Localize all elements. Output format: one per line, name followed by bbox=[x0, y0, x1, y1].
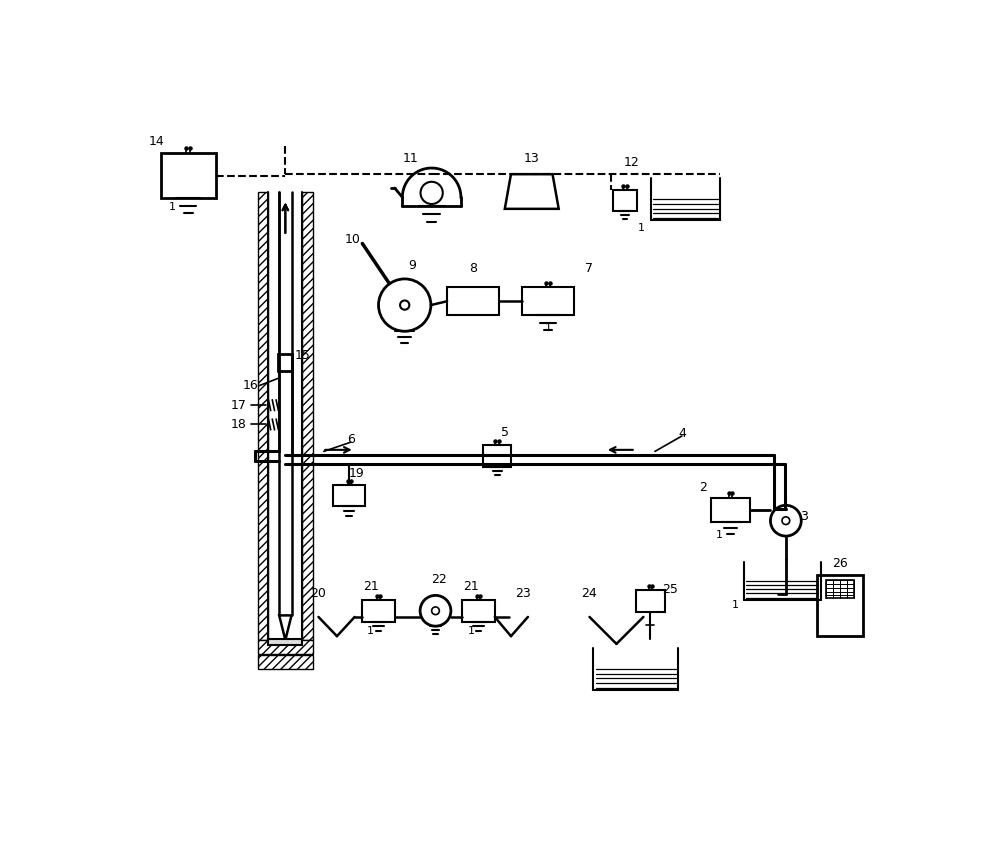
Bar bbox=[258, 192, 268, 640]
Text: 26: 26 bbox=[832, 557, 848, 569]
Text: 1: 1 bbox=[467, 626, 474, 636]
Text: 4: 4 bbox=[678, 427, 686, 440]
Text: 10: 10 bbox=[344, 233, 360, 246]
Text: 18: 18 bbox=[231, 418, 247, 431]
Text: 12: 12 bbox=[624, 156, 640, 169]
Bar bbox=[302, 192, 313, 640]
Bar bbox=[278, 354, 292, 370]
Bar bbox=[817, 574, 863, 637]
Text: 20: 20 bbox=[311, 588, 326, 600]
Text: 23: 23 bbox=[515, 588, 530, 600]
Bar bbox=[711, 498, 750, 522]
Text: 15: 15 bbox=[294, 349, 310, 362]
Polygon shape bbox=[505, 174, 559, 209]
Bar bbox=[826, 580, 854, 599]
Text: 14: 14 bbox=[149, 135, 165, 147]
Bar bbox=[447, 287, 499, 315]
Text: 7: 7 bbox=[586, 263, 594, 275]
Circle shape bbox=[782, 517, 790, 525]
Text: 13: 13 bbox=[524, 152, 540, 165]
Text: 1: 1 bbox=[367, 626, 374, 636]
Text: 21: 21 bbox=[463, 579, 479, 593]
Text: 22: 22 bbox=[431, 573, 447, 587]
Polygon shape bbox=[279, 616, 292, 640]
Text: 11: 11 bbox=[402, 152, 418, 165]
Text: 25: 25 bbox=[662, 584, 678, 596]
Text: 1: 1 bbox=[715, 530, 722, 540]
Bar bbox=[258, 640, 313, 654]
Text: 6: 6 bbox=[347, 434, 355, 446]
Text: 8: 8 bbox=[469, 263, 477, 275]
Text: 3: 3 bbox=[800, 510, 808, 524]
Bar bbox=[613, 189, 637, 211]
Text: 16: 16 bbox=[243, 380, 258, 392]
Bar bbox=[462, 600, 495, 621]
Text: 1: 1 bbox=[169, 202, 176, 212]
Text: 1: 1 bbox=[544, 323, 551, 333]
Circle shape bbox=[400, 301, 409, 310]
Bar bbox=[522, 287, 574, 315]
Bar bbox=[362, 600, 395, 621]
Circle shape bbox=[432, 607, 439, 615]
Text: 5: 5 bbox=[501, 426, 509, 439]
Bar bbox=[268, 638, 302, 645]
Bar bbox=[333, 484, 365, 506]
Text: 2: 2 bbox=[700, 481, 707, 494]
Bar bbox=[483, 445, 511, 466]
Text: 21: 21 bbox=[363, 579, 379, 593]
Circle shape bbox=[420, 595, 451, 626]
Circle shape bbox=[770, 505, 801, 536]
Circle shape bbox=[379, 279, 431, 331]
Text: 1: 1 bbox=[638, 223, 645, 233]
Text: 9: 9 bbox=[408, 258, 416, 272]
Text: 24: 24 bbox=[582, 588, 597, 600]
Text: 19: 19 bbox=[349, 467, 365, 480]
Text: 1: 1 bbox=[732, 600, 739, 610]
Bar bbox=[636, 590, 665, 611]
Circle shape bbox=[421, 182, 443, 204]
Text: 17: 17 bbox=[231, 399, 247, 412]
Bar bbox=[161, 153, 216, 198]
Bar bbox=[258, 655, 313, 669]
